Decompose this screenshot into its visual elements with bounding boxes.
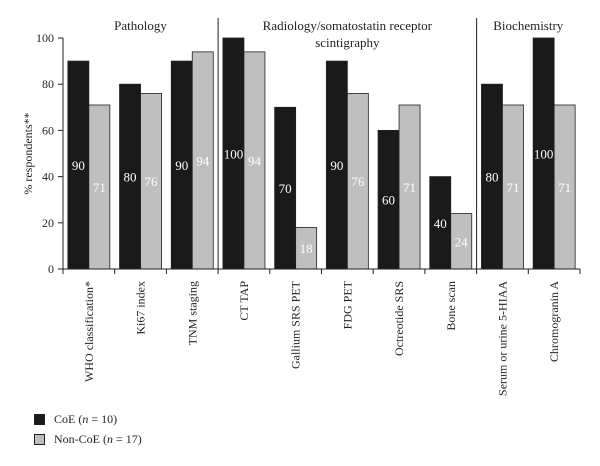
data-label-non-coe-who-classification: 71 — [93, 180, 106, 195]
data-label-non-coe-chromogranin-a: 71 — [558, 180, 571, 195]
x-tick-label-octreotide-srs: Octreotide SRS — [392, 281, 406, 356]
x-tick-label-fdg-pet: FDG PET — [340, 280, 354, 329]
data-label-coe-bone-scan: 40 — [434, 216, 447, 231]
data-label-non-coe-fdg-pet: 76 — [351, 174, 365, 189]
x-tick-label-serum-or-urine-5-hiaa: Serum or urine 5-HIAA — [495, 281, 509, 396]
group-header-radiology-somatostatin-receptor: Radiology/somatostatin receptor — [263, 18, 433, 33]
data-label-coe-ki67-index: 80 — [124, 170, 137, 185]
y-tick-label-40: 40 — [42, 170, 54, 184]
y-tick-label-20: 20 — [42, 216, 54, 230]
y-tick-label-60: 60 — [42, 123, 54, 137]
y-tick-label-80: 80 — [42, 77, 54, 91]
x-tick-label-chromogranin-a: Chromogranin A — [547, 281, 561, 362]
legend-label-non-coe: Non-CoE (n = 17) — [54, 432, 142, 446]
data-label-non-coe-ct-tap: 94 — [248, 153, 262, 168]
legend-item-non-coe: Non-CoE (n = 17) — [34, 432, 142, 447]
x-tick-label-bone-scan: Bone scan — [444, 281, 458, 331]
data-label-non-coe-ki67-index: 76 — [145, 174, 159, 189]
y-tick-label-100: 100 — [36, 31, 54, 45]
x-tick-label-ct-tap: CT TAP — [237, 281, 251, 321]
y-axis-label: % respondents** — [21, 112, 35, 194]
group-headers: Pathology Radiology/somatostatin receptor… — [114, 18, 564, 269]
data-label-coe-gallium-srs-pet: 70 — [279, 181, 292, 196]
group-header-line2-scintigraphy: scintigraphy — [315, 35, 380, 50]
data-label-coe-fdg-pet: 90 — [330, 158, 343, 173]
data-label-coe-chromogranin-a: 100 — [534, 147, 554, 162]
data-label-coe-who-classification: 90 — [72, 158, 85, 173]
legend-swatch-non-coe — [34, 434, 45, 445]
data-label-non-coe-bone-scan: 24 — [455, 234, 469, 249]
bars: 90 71 80 76 90 94 100 94 70 18 90 76 60 71 40 24 80 71 100… — [67, 37, 576, 270]
data-label-non-coe-tnm-staging: 94 — [196, 153, 210, 168]
x-tick-labels: WHO classification* Ki67 index TNM staging… — [62, 269, 581, 396]
data-label-non-coe-octreotide-srs: 71 — [403, 180, 416, 195]
group-header-biochemistry: Biochemistry — [493, 18, 564, 33]
y-tick-label-0: 0 — [48, 262, 54, 276]
x-tick-label-who-classification: WHO classification* — [82, 281, 96, 382]
data-label-coe-serum-or-urine-5-hiaa: 80 — [485, 170, 498, 185]
x-tick-label-ki67-index: Ki67 index — [134, 281, 148, 335]
legend-swatch-coe — [34, 414, 45, 425]
x-tick-label-tnm-staging: TNM staging — [185, 281, 199, 345]
legend-item-coe: CoE (n = 10) — [34, 412, 117, 427]
x-tick-label-gallium-srs-pet: Gallium SRS PET — [289, 280, 303, 369]
legend-label-coe: CoE (n = 10) — [54, 412, 118, 426]
data-label-coe-ct-tap: 100 — [224, 147, 244, 162]
data-label-non-coe-serum-or-urine-5-hiaa: 71 — [506, 180, 519, 195]
group-header-pathology: Pathology — [114, 18, 167, 33]
data-label-coe-octreotide-srs: 60 — [382, 193, 395, 208]
data-label-non-coe-gallium-srs-pet: 18 — [300, 241, 313, 256]
data-label-coe-tnm-staging: 90 — [175, 158, 188, 173]
